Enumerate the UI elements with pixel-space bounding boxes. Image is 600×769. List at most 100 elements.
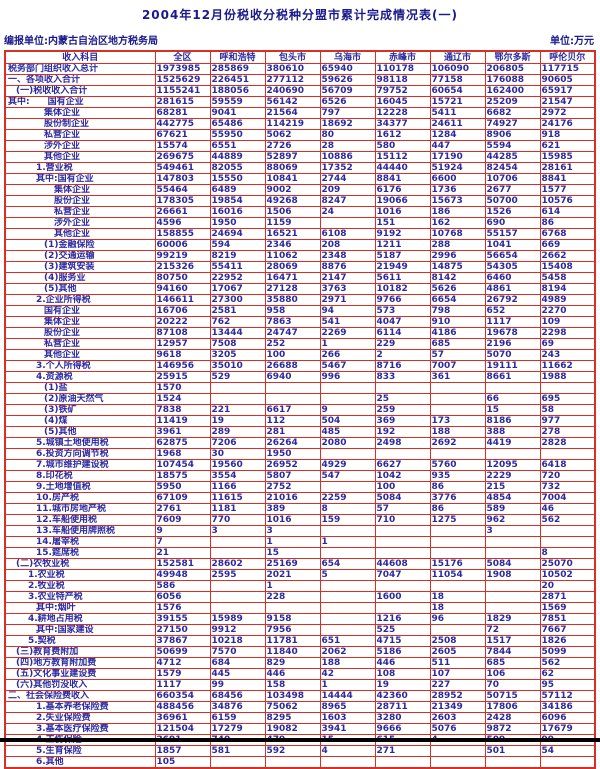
value-cell: 6940 — [264, 371, 321, 383]
value-cell: 2581 — [209, 305, 266, 317]
value-cell: 19560 — [209, 459, 266, 471]
value-cell — [209, 382, 266, 394]
value-cell: 178305 — [154, 195, 211, 207]
value-cell — [264, 756, 321, 769]
value-cell: 11840 — [264, 646, 321, 658]
table-row: 3.基本医疗保险费 121504 17279 19082 3941 9666 5076 987… — [4, 723, 596, 735]
income-item-label: 14.屠宰税 — [4, 536, 156, 548]
value-cell: 94160 — [154, 283, 211, 295]
income-item-label: (5)其他 — [4, 283, 156, 295]
value-cell: 6526 — [319, 96, 376, 108]
value-cell: 96 — [429, 613, 486, 625]
value-cell: 8906 — [484, 129, 541, 141]
table-row: (5)其他 3961 289 281 485 192 188 388 278 — [4, 426, 596, 438]
table-row: (5)其他 94160 17067 27128 3763 10182 5626 4861 819… — [4, 283, 596, 295]
income-item-label: 集体企业 — [4, 184, 156, 196]
value-cell: 762 — [209, 316, 266, 328]
value-cell: 2196 — [484, 338, 541, 350]
income-item-label: (五)文化事业建设费 — [4, 668, 156, 680]
value-cell: 9872 — [484, 723, 541, 735]
value-cell — [264, 602, 321, 614]
value-cell: 8876 — [319, 261, 376, 273]
value-cell: 109 — [539, 316, 596, 328]
value-cell: 1612 — [374, 129, 431, 141]
value-cell: 68456 — [209, 690, 266, 702]
value-cell: 25070 — [539, 558, 596, 570]
value-cell: 5187 — [374, 250, 431, 262]
value-cell: 60654 — [429, 85, 486, 97]
value-cell: 277112 — [264, 74, 321, 86]
bottom-divider — [0, 738, 600, 742]
value-cell: 11054 — [429, 569, 486, 581]
value-cell: 15408 — [539, 261, 596, 273]
value-cell: 147803 — [154, 173, 211, 185]
value-cell: 90605 — [539, 74, 596, 86]
value-cell: 594 — [209, 239, 266, 251]
value-cell: 6551 — [209, 140, 266, 152]
income-item-label: (一)税收收入合计 — [4, 85, 156, 97]
table-row: 股份企业 178305 19854 49268 8247 19066 15673 50700 1… — [4, 195, 596, 207]
value-cell: 6489 — [209, 184, 266, 196]
value-cell: 55157 — [484, 228, 541, 240]
value-cell: 15 — [484, 404, 541, 416]
value-cell: 21 — [154, 547, 211, 559]
value-cell: 114219 — [264, 118, 321, 130]
value-cell: 16706 — [154, 305, 211, 317]
value-cell: 935 — [429, 470, 486, 482]
value-cell: 55411 — [209, 261, 266, 273]
value-cell — [209, 756, 266, 769]
value-cell: 6654 — [429, 294, 486, 306]
value-cell: 8965 — [319, 701, 376, 713]
value-cell: 3763 — [319, 283, 376, 295]
value-cell: 1016 — [374, 206, 431, 218]
value-cell: 226451 — [209, 74, 266, 86]
table-row: (四)地方教育附加费 4712 684 829 188 446 511 685 562 — [4, 657, 596, 669]
unit-note-label: 单位:万元 — [550, 36, 594, 47]
value-cell — [429, 756, 486, 769]
value-cell: 581 — [209, 745, 266, 757]
value-cell: 4929 — [319, 459, 376, 471]
value-cell: 24611 — [429, 118, 486, 130]
value-cell — [319, 448, 376, 460]
value-cell: 4047 — [374, 316, 431, 328]
value-cell — [484, 602, 541, 614]
value-cell: 80750 — [154, 272, 211, 284]
value-cell: 19082 — [264, 723, 321, 735]
value-cell: 158 — [264, 679, 321, 691]
value-cell: 3961 — [154, 426, 211, 438]
value-cell: 797 — [319, 107, 376, 119]
income-item-label: 股份企业 — [4, 327, 156, 339]
table-row: 其他企业 158855 24694 16521 6108 9192 10768 55157 67… — [4, 228, 596, 240]
value-cell — [319, 547, 376, 559]
value-cell: 42 — [319, 668, 376, 680]
value-cell: 46 — [539, 503, 596, 515]
value-cell: 54305 — [484, 261, 541, 273]
value-cell — [484, 756, 541, 769]
value-cell: 51924 — [429, 162, 486, 174]
value-cell: 15550 — [209, 173, 266, 185]
value-cell: 8219 — [209, 250, 266, 262]
value-cell: 271 — [374, 745, 431, 757]
value-cell: 2298 — [539, 327, 596, 339]
income-item-label: 私营企业 — [4, 129, 156, 141]
value-cell: 17679 — [539, 723, 596, 735]
value-cell — [209, 536, 266, 548]
value-cell: 562 — [539, 514, 596, 526]
value-cell: 3205 — [209, 349, 266, 361]
value-cell: 11062 — [264, 250, 321, 262]
table-row: (五)文化事业建设费 1579 445 446 42 108 107 106 62 — [4, 668, 596, 680]
value-cell: 485 — [319, 426, 376, 438]
column-header: 呼伦贝尔 — [539, 50, 596, 64]
value-cell: 28602 — [209, 558, 266, 570]
value-cell: 21547 — [539, 96, 596, 108]
value-cell: 56654 — [484, 250, 541, 262]
value-cell: 105 — [154, 756, 211, 769]
value-cell: 19066 — [374, 195, 431, 207]
value-cell: 2752 — [264, 481, 321, 493]
table-row: 7.城市维护建设税 107454 19560 26952 4929 6627 5760 120… — [4, 459, 596, 471]
value-cell: 369 — [374, 415, 431, 427]
value-cell: 87108 — [154, 327, 211, 339]
value-cell: 1826 — [539, 635, 596, 647]
value-cell: 9618 — [154, 349, 211, 361]
value-cell: 5099 — [539, 646, 596, 658]
